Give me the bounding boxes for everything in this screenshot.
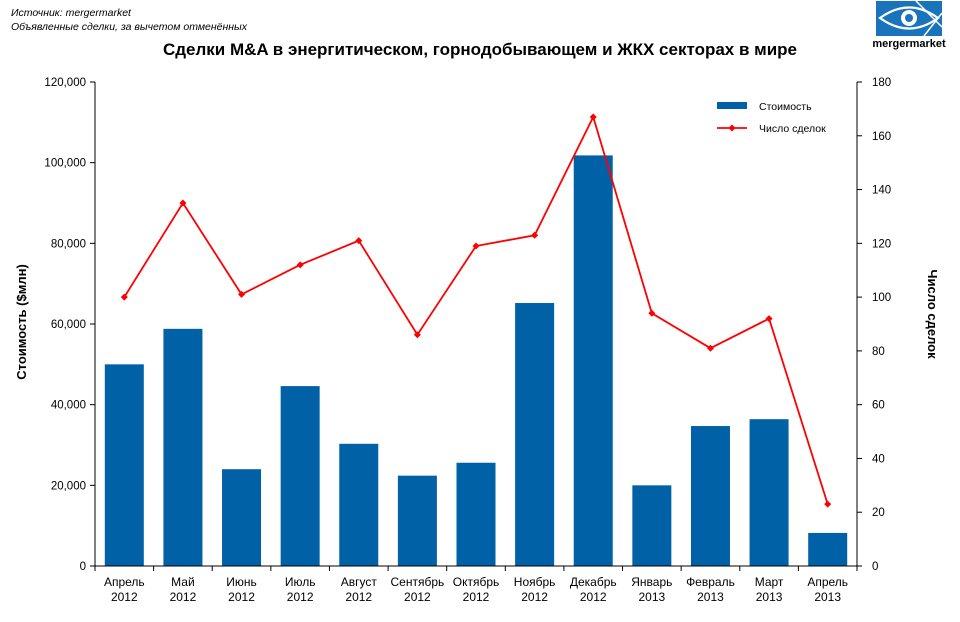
legend-bar-label: Стоимость xyxy=(759,101,812,113)
y-tick-label-0: 0 xyxy=(80,561,86,573)
line-point-7 xyxy=(531,231,539,239)
mergermarket-logo: mergermarket xyxy=(872,0,946,53)
y-axis-label: Стоимость ($млн) xyxy=(14,264,29,380)
x-tick-label-12-month: Апрель xyxy=(807,575,848,589)
line-point-6 xyxy=(472,242,480,250)
y-tick-label-6: 120,000 xyxy=(44,77,86,89)
y-tick-label-5: 100,000 xyxy=(44,158,86,170)
line-point-5 xyxy=(413,331,421,339)
y2-tick-label-7: 140 xyxy=(872,185,891,197)
x-tick-label-7-year: 2012 xyxy=(521,590,548,604)
y-tick-label-3: 60,000 xyxy=(51,319,86,331)
line-point-8 xyxy=(589,113,597,121)
bar-2 xyxy=(222,469,262,566)
bar-1 xyxy=(163,328,203,566)
line-series-group xyxy=(120,113,832,508)
bar-4 xyxy=(339,443,379,566)
source-note: Источник: mergermarket Объявленные сделк… xyxy=(11,6,247,34)
legend: Стоимость Число сделок xyxy=(717,101,826,135)
x-tick-label-2-month: Июнь xyxy=(226,575,257,589)
x-tick-label-7-month: Ноябрь xyxy=(514,575,556,589)
line-point-2 xyxy=(238,290,246,298)
x-tick-label-10-year: 2013 xyxy=(697,590,724,604)
legend-line-label: Число сделок xyxy=(759,123,826,135)
x-tick-label-1-year: 2012 xyxy=(170,590,197,604)
bar-0 xyxy=(104,364,144,566)
y2-tick-label-1: 20 xyxy=(872,507,885,519)
legend-line-marker xyxy=(728,124,736,132)
x-tick-label-6-month: Октябрь xyxy=(453,575,500,589)
x-tick-label-3-year: 2012 xyxy=(287,590,314,604)
line-point-3 xyxy=(296,261,304,269)
x-tick-label-12-year: 2013 xyxy=(814,590,841,604)
bar-11 xyxy=(749,419,789,566)
eye-logo-icon xyxy=(876,0,943,37)
x-tick-label-11-year: 2013 xyxy=(756,590,783,604)
x-tick-label-8-month: Декабрь xyxy=(570,575,617,589)
y2-tick-label-5: 100 xyxy=(872,292,891,304)
tick-labels-group: 0 20,000 40,000 60,000 80,000 100,000 120,000 0… xyxy=(44,77,891,604)
y2-tick-label-0: 0 xyxy=(872,561,878,573)
y2-tick-label-6: 120 xyxy=(872,238,891,250)
x-tick-label-3-month: Июль xyxy=(285,575,316,589)
x-tick-label-5-year: 2012 xyxy=(404,590,431,604)
line-point-12 xyxy=(824,500,832,508)
x-tick-label-4-month: Август xyxy=(341,575,378,589)
y2-tick-label-4: 80 xyxy=(872,346,885,358)
bar-9 xyxy=(632,485,672,566)
y-tick-label-2: 40,000 xyxy=(51,400,86,412)
source-line-1: Источник: mergermarket xyxy=(11,7,131,19)
x-tick-label-10-month: Февраль xyxy=(686,575,735,589)
line-point-0 xyxy=(120,293,128,301)
bar-3 xyxy=(280,386,320,566)
source-line-2: Объявленные сделки, за вычетом отменённы… xyxy=(11,21,248,33)
x-tick-label-4-year: 2012 xyxy=(345,590,372,604)
x-tick-label-8-year: 2012 xyxy=(580,590,607,604)
line-point-4 xyxy=(355,237,363,245)
y2-axis-label: Число сделок xyxy=(925,269,940,359)
bar-10 xyxy=(690,426,730,566)
x-tick-label-2-year: 2012 xyxy=(228,590,255,604)
y-tick-label-1: 20,000 xyxy=(51,480,86,492)
legend-bar-swatch xyxy=(717,102,747,109)
line-point-11 xyxy=(765,315,773,323)
x-tick-label-9-year: 2013 xyxy=(638,590,665,604)
bar-5 xyxy=(397,475,437,566)
axes-group xyxy=(90,81,862,571)
x-tick-label-11-month: Март xyxy=(755,575,784,589)
y-tick-label-4: 80,000 xyxy=(51,238,86,250)
logo-text: mergermarket xyxy=(872,38,946,50)
bar-group xyxy=(104,155,848,566)
x-tick-label-1-month: Май xyxy=(171,575,195,589)
bar-7 xyxy=(515,303,555,566)
y2-tick-label-3: 60 xyxy=(872,400,885,412)
bar-12 xyxy=(808,532,848,566)
x-tick-label-5-month: Сентябрь xyxy=(391,575,445,589)
x-tick-label-6-year: 2012 xyxy=(463,590,490,604)
bar-8 xyxy=(573,155,613,566)
line-point-10 xyxy=(706,344,714,352)
y2-tick-label-9: 180 xyxy=(872,77,891,89)
chart-title: Сделки M&A в энергитическом, горнодобыва… xyxy=(162,40,798,59)
bar-6 xyxy=(456,462,496,566)
x-tick-label-0-month: Апрель xyxy=(104,575,145,589)
x-tick-label-0-year: 2012 xyxy=(111,590,138,604)
line-point-1 xyxy=(179,199,187,207)
line-point-9 xyxy=(648,309,656,317)
x-tick-label-9-month: Январь xyxy=(631,575,672,589)
y2-tick-label-8: 160 xyxy=(872,131,891,143)
y2-tick-label-2: 40 xyxy=(872,453,885,465)
